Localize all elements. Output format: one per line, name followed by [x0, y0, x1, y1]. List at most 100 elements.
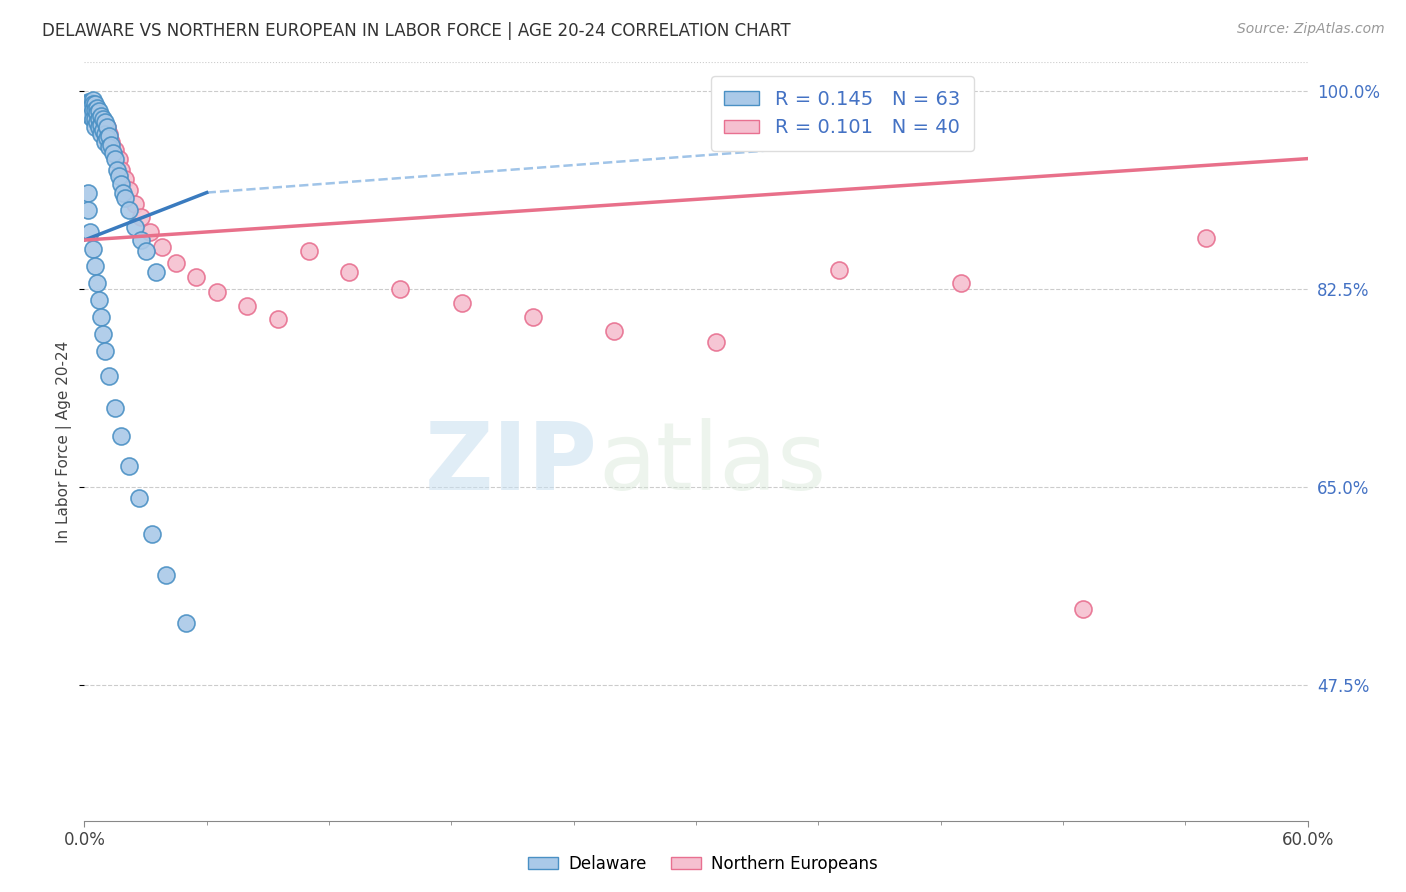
Text: ZIP: ZIP — [425, 418, 598, 510]
Point — [114, 191, 136, 205]
Point — [128, 491, 150, 505]
Point — [82, 112, 104, 126]
Point — [82, 103, 104, 117]
Point — [150, 240, 173, 254]
Point — [205, 285, 228, 300]
Point — [97, 128, 120, 143]
Point — [339, 265, 361, 279]
Point — [267, 312, 290, 326]
Point — [298, 244, 321, 259]
Point — [87, 112, 110, 126]
Point — [108, 169, 131, 183]
Point — [82, 109, 104, 123]
Point — [77, 95, 100, 109]
Point — [186, 270, 208, 285]
Point — [83, 120, 105, 134]
Point — [93, 127, 115, 141]
Point — [83, 112, 105, 126]
Point — [603, 324, 626, 338]
Point — [97, 140, 120, 154]
Point — [90, 127, 112, 141]
Point — [87, 109, 110, 123]
Point — [112, 186, 135, 200]
Point — [82, 97, 104, 112]
Point — [79, 225, 101, 239]
Point — [145, 265, 167, 279]
Point — [93, 344, 115, 359]
Point — [101, 145, 124, 160]
Point — [124, 219, 146, 234]
Point — [1073, 602, 1095, 616]
Point — [450, 296, 472, 310]
Point — [828, 262, 851, 277]
Point — [118, 183, 141, 197]
Point — [90, 109, 112, 123]
Point — [950, 276, 973, 290]
Point — [105, 163, 128, 178]
Point — [389, 282, 412, 296]
Point — [96, 120, 118, 134]
Point — [114, 172, 136, 186]
Point — [87, 293, 110, 307]
Point — [110, 163, 132, 178]
Point — [93, 135, 115, 149]
Point — [79, 109, 101, 123]
Point — [135, 244, 157, 259]
Point — [77, 106, 100, 120]
Point — [141, 527, 163, 541]
Point — [236, 299, 259, 313]
Point — [79, 95, 101, 109]
Point — [91, 112, 114, 126]
Point — [104, 143, 127, 157]
Point — [1195, 231, 1218, 245]
Point — [82, 93, 104, 107]
Point — [91, 326, 114, 341]
Point — [83, 259, 105, 273]
Point — [91, 123, 114, 137]
Point — [83, 101, 105, 115]
Point — [108, 152, 131, 166]
Point — [110, 177, 132, 191]
Point — [131, 233, 153, 247]
Point — [97, 127, 120, 141]
Legend: Delaware, Northern Europeans: Delaware, Northern Europeans — [522, 848, 884, 880]
Point — [110, 429, 132, 443]
Point — [87, 120, 110, 134]
Text: atlas: atlas — [598, 418, 827, 510]
Point — [77, 101, 100, 115]
Point — [97, 368, 120, 383]
Point — [100, 138, 122, 153]
Point — [90, 112, 112, 126]
Point — [118, 202, 141, 217]
Point — [87, 104, 110, 119]
Y-axis label: In Labor Force | Age 20-24: In Labor Force | Age 20-24 — [55, 341, 72, 542]
Point — [93, 118, 115, 132]
Point — [87, 120, 110, 134]
Point — [90, 118, 112, 132]
Point — [82, 242, 104, 256]
Point — [155, 568, 177, 582]
Point — [93, 128, 115, 143]
Point — [82, 97, 104, 112]
Point — [118, 459, 141, 474]
Point — [138, 225, 160, 239]
Point — [79, 101, 101, 115]
Point — [165, 256, 187, 270]
Point — [86, 106, 108, 120]
Point — [124, 197, 146, 211]
Point — [131, 211, 153, 225]
Text: Source: ZipAtlas.com: Source: ZipAtlas.com — [1237, 22, 1385, 37]
Point — [706, 334, 728, 349]
Point — [79, 101, 101, 115]
Point — [86, 115, 108, 129]
Point — [104, 152, 127, 166]
Point — [83, 97, 105, 112]
Point — [77, 202, 100, 217]
Point — [522, 310, 544, 324]
Point — [90, 310, 112, 324]
Point — [174, 615, 197, 630]
Point — [93, 115, 115, 129]
Point — [86, 104, 108, 119]
Point — [91, 115, 114, 129]
Point — [100, 135, 122, 149]
